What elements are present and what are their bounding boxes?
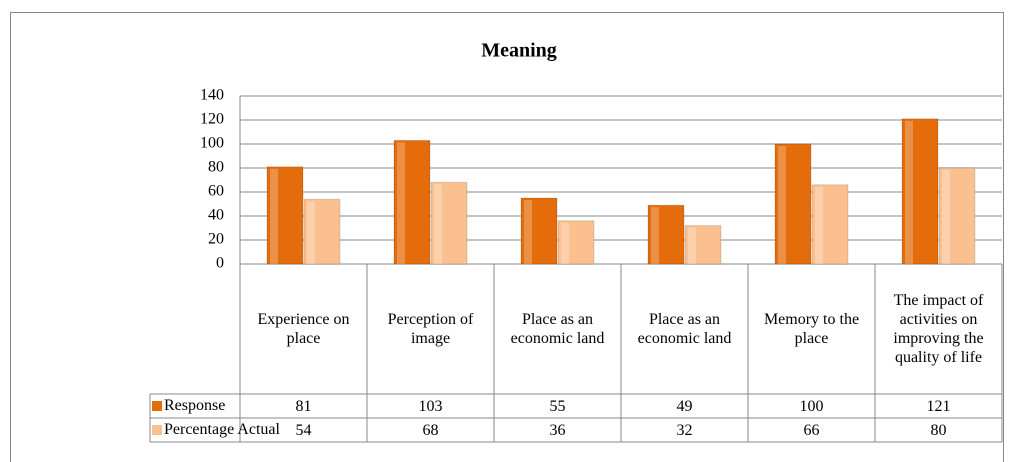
table-value: 80 bbox=[930, 421, 947, 439]
table-value: 68 bbox=[422, 421, 439, 439]
legend-key bbox=[152, 401, 162, 411]
category-label: Memory to the place bbox=[763, 311, 860, 347]
legend-entry: Percentage Actual bbox=[152, 418, 280, 442]
legend-key bbox=[152, 425, 162, 435]
table-value: 66 bbox=[803, 421, 820, 439]
bar-highlight bbox=[270, 168, 278, 264]
category-label: Perception of image bbox=[387, 311, 474, 347]
bar-highlight bbox=[815, 186, 823, 264]
table-value: 81 bbox=[295, 397, 312, 415]
y-tick-label: 120 bbox=[200, 111, 224, 128]
bar bbox=[557, 220, 595, 265]
bar bbox=[647, 204, 685, 265]
table-value: 100 bbox=[799, 397, 824, 415]
bar bbox=[393, 139, 431, 265]
table-value: 54 bbox=[295, 421, 312, 439]
bar bbox=[266, 166, 304, 265]
bar-highlight bbox=[307, 201, 315, 264]
y-tick-label: 60 bbox=[208, 183, 224, 200]
bar-highlight bbox=[942, 170, 950, 264]
table-value: 103 bbox=[418, 397, 443, 415]
category-label: Place as an economic land bbox=[637, 311, 732, 347]
chart-border bbox=[10, 12, 1004, 462]
table-value: 36 bbox=[549, 421, 566, 439]
bar-highlight bbox=[524, 200, 532, 264]
bar bbox=[938, 167, 976, 265]
bar bbox=[684, 225, 722, 265]
y-tick-label: 20 bbox=[208, 231, 224, 248]
y-tick-label: 40 bbox=[208, 207, 224, 224]
table-value: 32 bbox=[676, 421, 693, 439]
category-label: Place as an economic land bbox=[510, 311, 605, 347]
bar bbox=[774, 143, 812, 265]
y-tick-label: 140 bbox=[200, 87, 224, 104]
table-value: 55 bbox=[549, 397, 566, 415]
bar-highlight bbox=[434, 184, 442, 264]
table-value: 121 bbox=[926, 397, 951, 415]
bar-highlight bbox=[688, 227, 696, 264]
bar-highlight bbox=[778, 146, 786, 264]
bar-highlight bbox=[397, 142, 405, 264]
bar bbox=[811, 184, 849, 265]
chart-title: Meaning bbox=[481, 40, 557, 62]
category-label: Experience on place bbox=[257, 311, 350, 347]
y-tick-label: 100 bbox=[200, 135, 224, 152]
bar bbox=[430, 181, 468, 265]
bar-highlight bbox=[561, 222, 569, 264]
y-tick-label: 0 bbox=[216, 255, 224, 272]
table-value: 49 bbox=[676, 397, 693, 415]
category-label: The impact of activities on improving th… bbox=[893, 292, 984, 366]
legend-entry: Response bbox=[152, 394, 225, 418]
bar bbox=[901, 118, 939, 265]
legend-label: Response bbox=[164, 397, 226, 414]
bar-highlight bbox=[905, 120, 913, 264]
bar bbox=[520, 197, 558, 265]
y-tick-label: 80 bbox=[208, 159, 224, 176]
bar-highlight bbox=[651, 207, 659, 264]
legend-label: Percentage Actual bbox=[164, 421, 280, 438]
bar bbox=[303, 198, 341, 265]
